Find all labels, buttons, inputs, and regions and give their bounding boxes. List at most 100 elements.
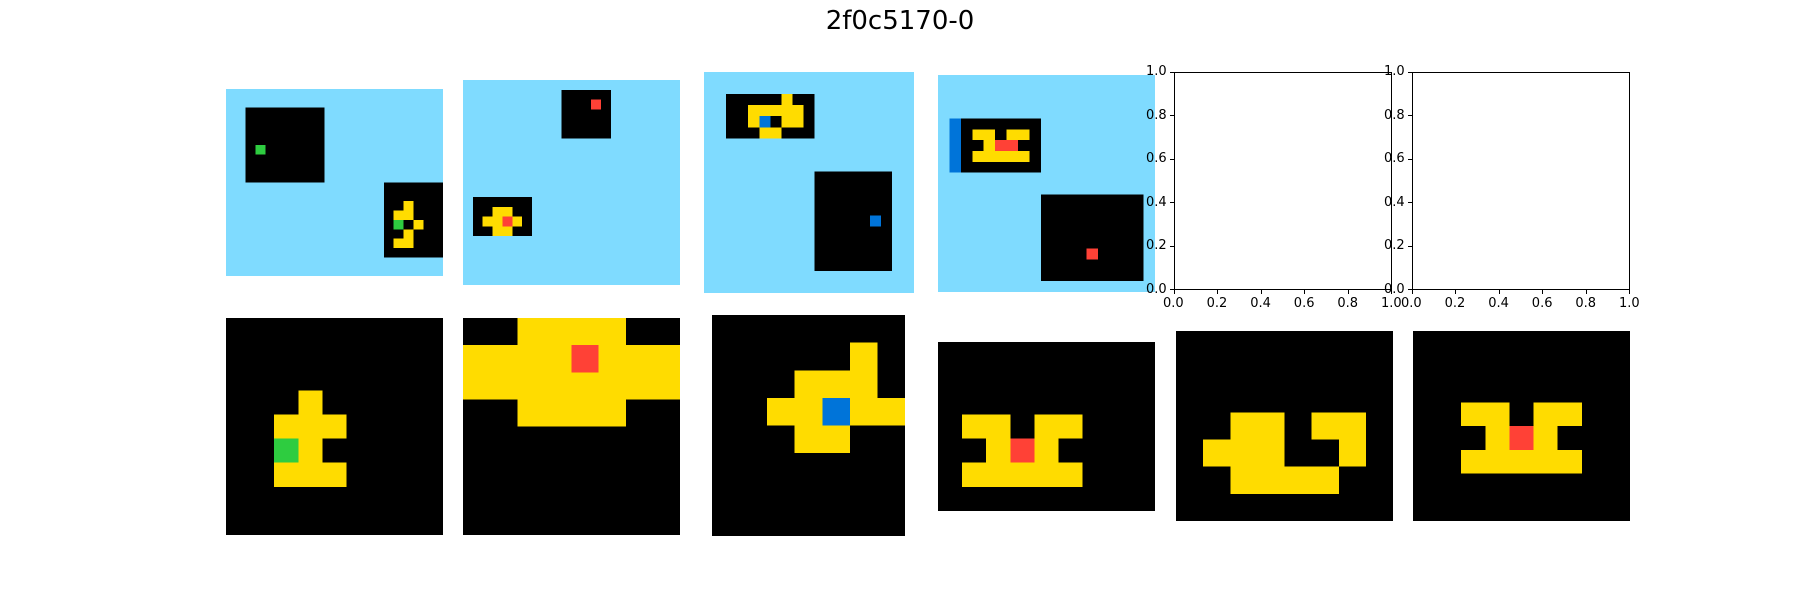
axes-frame <box>1174 72 1392 290</box>
grid-cell <box>704 193 716 205</box>
grid-cell <box>1132 248 1144 260</box>
grid-cell <box>781 105 793 117</box>
grid-cell <box>986 438 1011 464</box>
grid-cell <box>393 257 404 267</box>
grid-cell <box>902 270 914 283</box>
grid-cell <box>226 117 237 127</box>
grid-cell <box>285 219 296 230</box>
grid-cell <box>726 226 738 238</box>
grid-cell <box>544 507 573 535</box>
grid-cell <box>502 187 513 198</box>
grid-cell <box>346 366 372 391</box>
grid-cell <box>265 182 276 193</box>
grid-cell <box>551 236 562 247</box>
grid-cell <box>949 259 962 271</box>
x-tick-mark <box>1498 290 1500 294</box>
grid-cell <box>630 197 641 208</box>
grid-cell <box>463 138 474 149</box>
grid-cell <box>532 158 543 169</box>
grid-cell <box>403 182 414 193</box>
grid-cell <box>726 270 738 283</box>
grid-cell <box>938 118 950 130</box>
grid-cell <box>847 160 859 172</box>
grid-cell <box>322 366 348 391</box>
grid-cell <box>794 342 823 371</box>
grid-cell <box>792 83 804 95</box>
grid-cell <box>1581 449 1607 474</box>
grid-cell <box>1413 331 1438 356</box>
grid-cell <box>891 237 904 250</box>
grid-cell <box>972 150 984 163</box>
grid-cell <box>1230 439 1258 468</box>
grid-cell <box>902 204 914 216</box>
grid-cell <box>983 107 996 119</box>
grid-cell <box>334 210 345 221</box>
grid-cell <box>1006 183 1019 195</box>
grid-cell <box>715 182 727 194</box>
grid-cell <box>825 204 837 216</box>
grid-cell <box>836 83 848 95</box>
grid-cell <box>962 390 987 415</box>
grid-cell <box>849 370 878 399</box>
grid-cell <box>759 237 771 250</box>
grid-cell <box>995 118 1007 130</box>
grid-cell <box>983 281 996 292</box>
grid-cell <box>463 177 474 188</box>
grid-cell <box>295 182 306 193</box>
grid-cell <box>847 116 859 128</box>
grid-cell <box>1006 194 1019 206</box>
grid-cell <box>1075 75 1087 87</box>
grid-cell <box>770 116 782 128</box>
grid-cell <box>354 173 365 183</box>
grid-cell <box>650 206 661 217</box>
grid-cell <box>1143 281 1155 292</box>
grid-cell <box>660 275 671 285</box>
grid-cell <box>1052 172 1064 184</box>
grid-cell <box>1509 473 1535 498</box>
grid-cell <box>324 117 335 127</box>
grid-cell <box>1010 366 1035 391</box>
grid-cell <box>1581 402 1607 427</box>
grid-cell <box>364 107 375 118</box>
grid-cell <box>630 206 641 217</box>
grid-cell <box>825 171 837 183</box>
grid-cell <box>551 206 562 217</box>
grid-cell <box>938 205 950 217</box>
grid-cell <box>620 99 631 110</box>
grid-cell <box>472 138 483 149</box>
grid-cell <box>1437 402 1462 427</box>
grid-cell <box>1413 426 1438 451</box>
grid-cell <box>825 182 837 194</box>
grid-cell <box>354 98 365 108</box>
grid-cell <box>1257 385 1286 413</box>
grid-cell <box>949 205 962 217</box>
grid-cell <box>1203 385 1231 413</box>
grid-cell <box>304 182 315 193</box>
grid-cell <box>364 219 375 230</box>
y-tick-label: 1.0 <box>1146 64 1167 79</box>
grid-cell <box>640 177 651 188</box>
grid-cell <box>275 257 286 267</box>
grid-cell <box>541 128 552 139</box>
grid-cell <box>877 425 905 454</box>
grid-cell <box>423 201 434 211</box>
grid-cell <box>1143 226 1155 238</box>
grid-cell <box>334 117 345 127</box>
grid-cell <box>737 94 749 106</box>
grid-cell <box>712 425 741 454</box>
grid-cell <box>265 201 276 211</box>
grid-cell <box>858 281 871 293</box>
grid-cell <box>235 219 246 230</box>
grid-cell <box>770 215 782 227</box>
grid-cell <box>625 507 654 535</box>
grid-cell <box>1075 129 1087 141</box>
grid-cell <box>803 193 815 205</box>
grid-cell <box>250 342 275 367</box>
grid-cell <box>581 206 592 217</box>
grid-cell <box>571 206 582 217</box>
grid-cell <box>541 99 552 110</box>
x-tick-mark <box>1260 290 1262 294</box>
grid-cell <box>1017 216 1030 228</box>
grid-cell <box>877 315 905 344</box>
grid-cell <box>625 480 654 509</box>
